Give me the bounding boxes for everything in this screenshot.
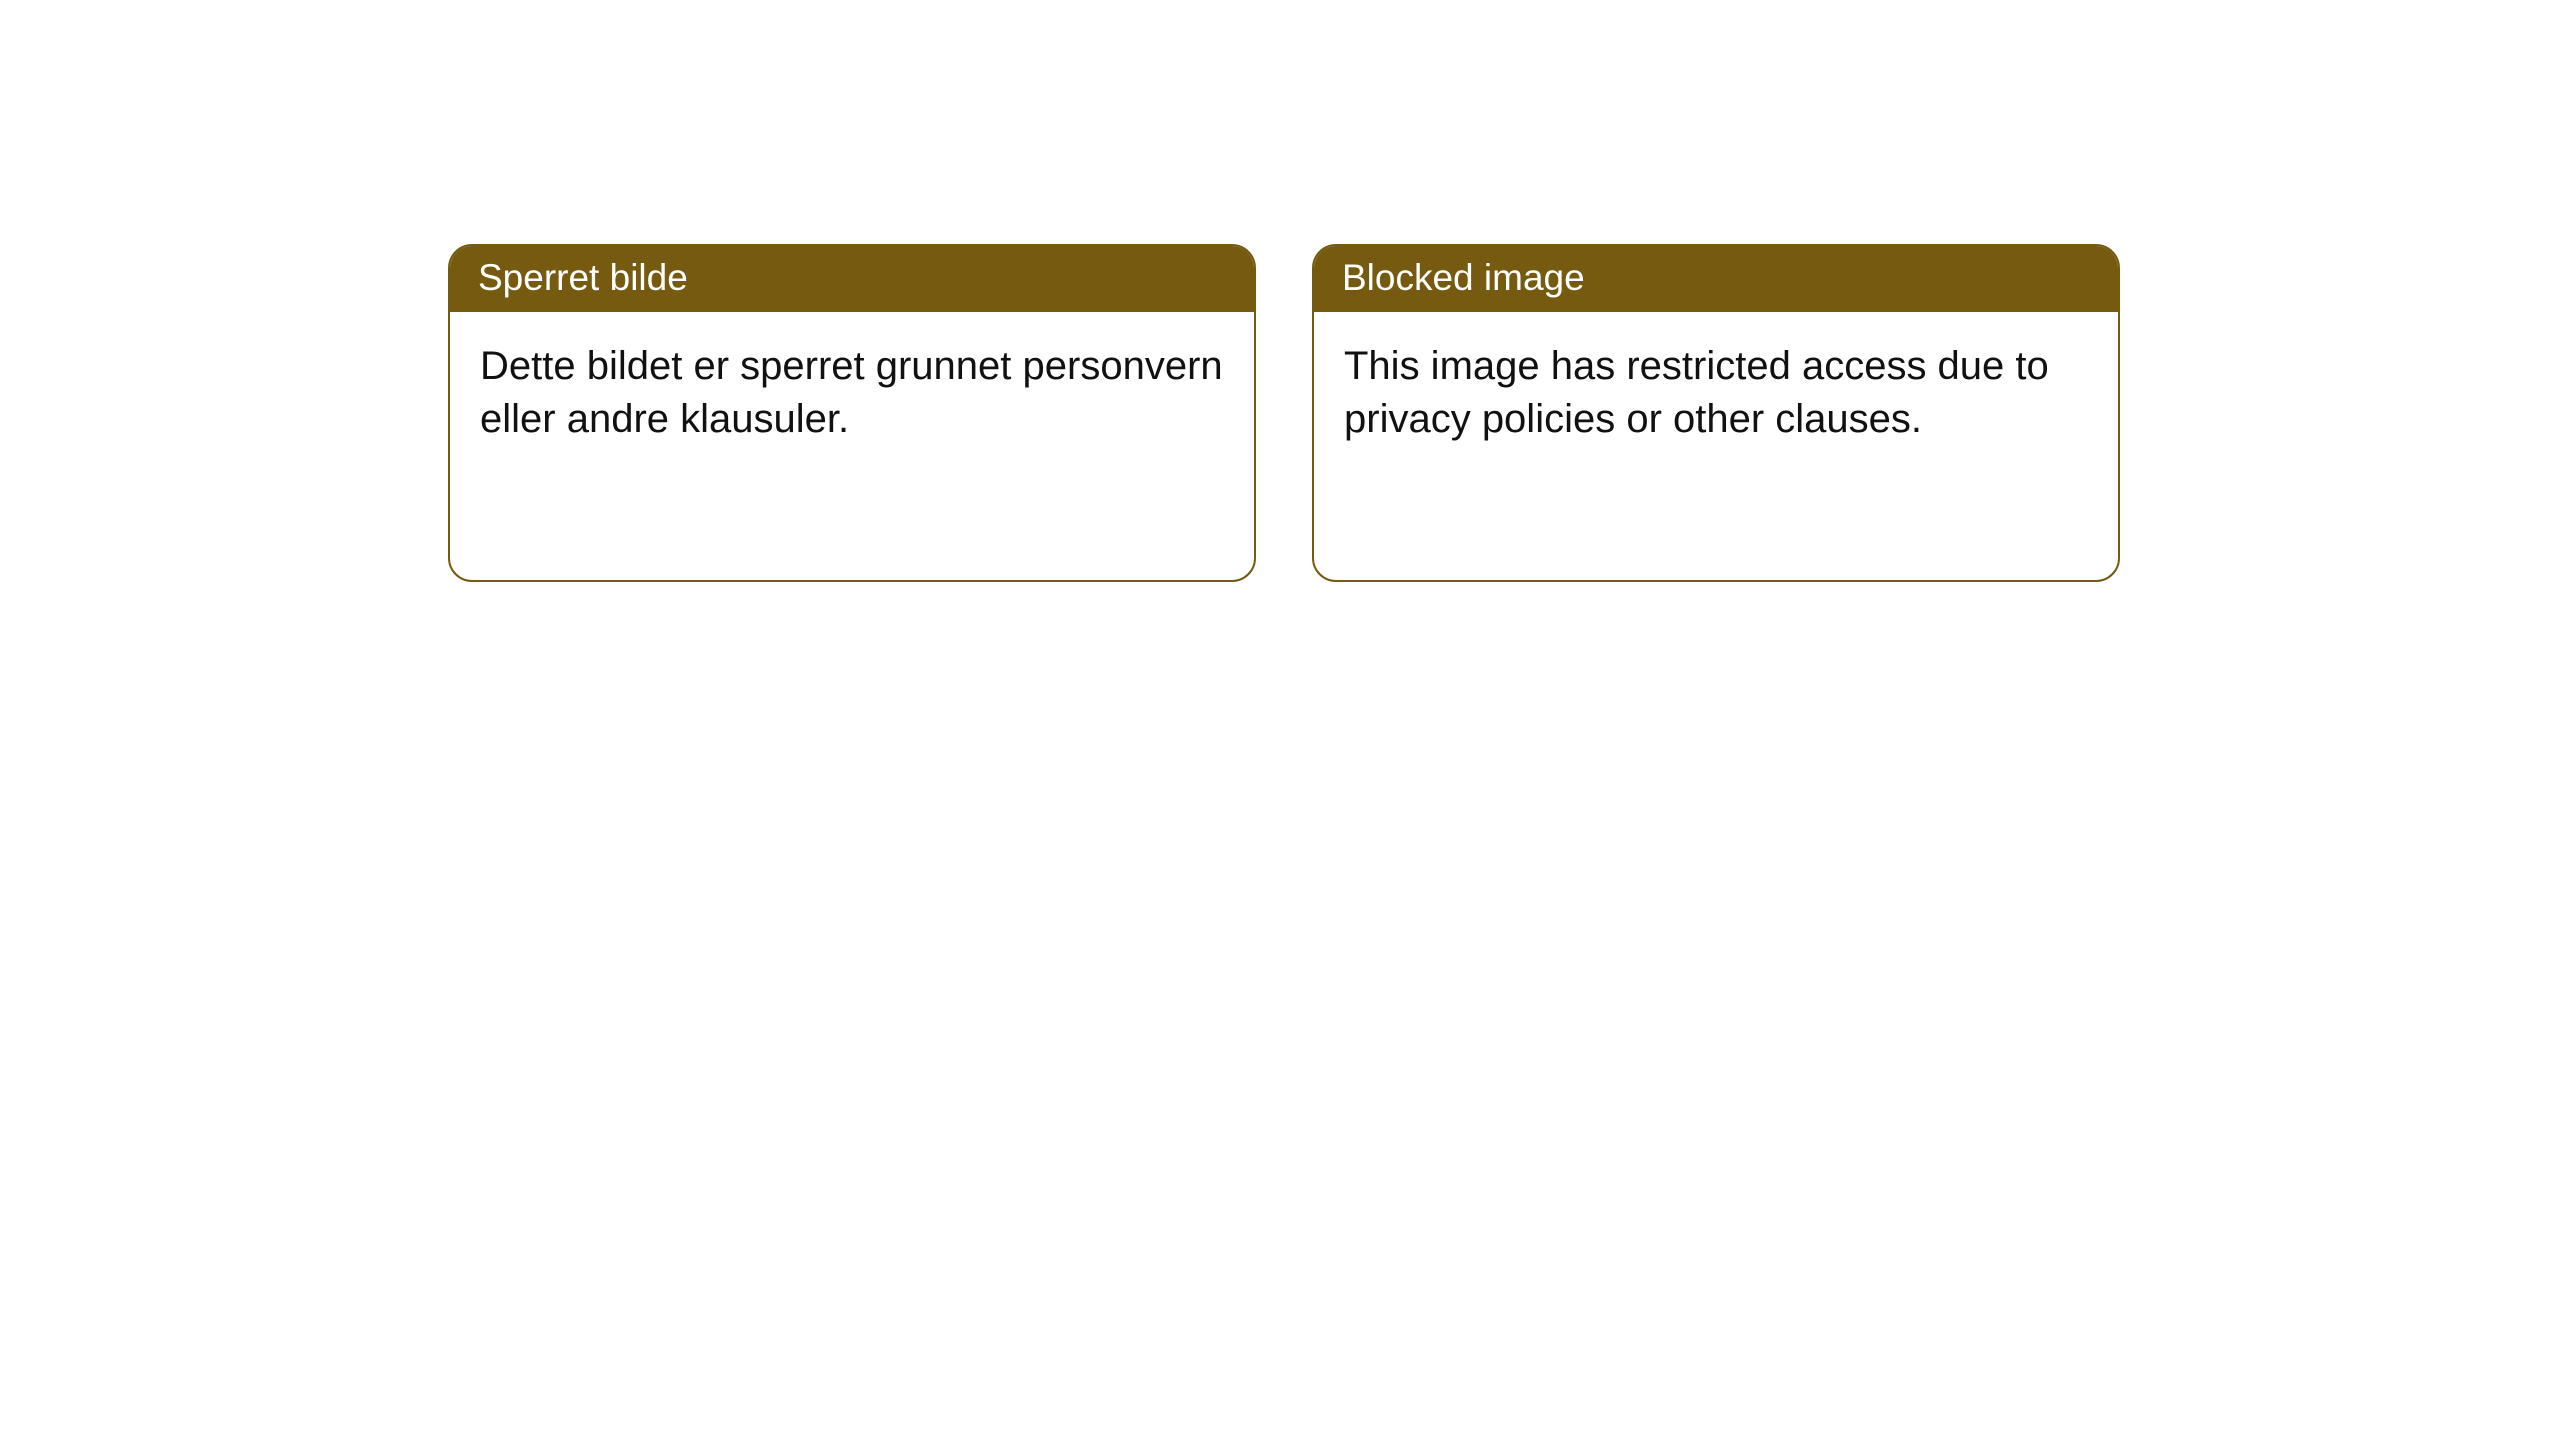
notice-card-nb: Sperret bilde Dette bildet er sperret gr… [448, 244, 1256, 582]
notice-card-body: This image has restricted access due to … [1314, 312, 2118, 580]
notice-card-en: Blocked image This image has restricted … [1312, 244, 2120, 582]
notice-card-header: Blocked image [1314, 246, 2118, 312]
notice-card-row: Sperret bilde Dette bildet er sperret gr… [448, 244, 2120, 582]
notice-card-body: Dette bildet er sperret grunnet personve… [450, 312, 1254, 580]
notice-card-header: Sperret bilde [450, 246, 1254, 312]
